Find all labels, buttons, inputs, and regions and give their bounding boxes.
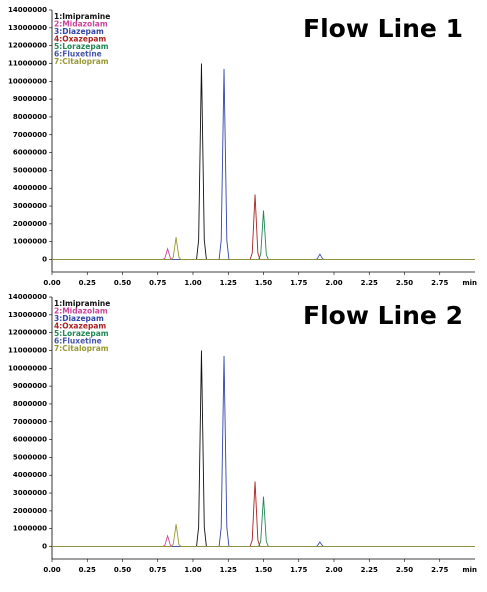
legend-entry: 3:Diazepam xyxy=(54,314,104,323)
x-tick-label: 2.50 xyxy=(396,279,413,287)
x-tick-label: 0.00 xyxy=(43,279,60,287)
legend-entry: 7:Citalopram xyxy=(54,57,109,66)
y-tick-label: 5000000 xyxy=(13,453,47,461)
y-tick-label: 8000000 xyxy=(13,400,47,408)
series-line xyxy=(52,253,475,260)
legend-entry: 4:Oxazepam xyxy=(54,35,106,44)
x-tick-label: 0.75 xyxy=(149,566,166,574)
x-tick-label: 1.50 xyxy=(255,566,272,574)
series-line xyxy=(52,194,475,260)
y-tick-label: 13000000 xyxy=(8,311,47,319)
y-tick-label: 11000000 xyxy=(8,346,47,354)
x-tick-label: 2.50 xyxy=(396,566,413,574)
x-tick-label: 2.00 xyxy=(325,279,342,287)
x-tick-label: 2.75 xyxy=(431,566,448,574)
x-tick-label: 0.50 xyxy=(114,279,131,287)
y-tick-label: 3000000 xyxy=(13,489,47,497)
y-tick-label: 2000000 xyxy=(13,220,47,228)
x-tick-label: 2.00 xyxy=(325,566,342,574)
y-tick-label: 9000000 xyxy=(13,382,47,390)
y-tick-label: 4000000 xyxy=(13,184,47,192)
series-line xyxy=(52,541,475,547)
y-tick-label: 7000000 xyxy=(13,418,47,426)
y-tick-label: 12000000 xyxy=(8,42,47,50)
chart-title: Flow Line 1 xyxy=(303,14,463,43)
y-tick-label: 12000000 xyxy=(8,329,47,337)
legend-entry: 1:Imipramine xyxy=(54,299,110,308)
y-tick-label: 9000000 xyxy=(13,95,47,103)
x-tick-label: 0.75 xyxy=(149,279,166,287)
series-line xyxy=(52,237,475,260)
y-tick-label: 10000000 xyxy=(8,364,47,372)
x-tick-label: 1.75 xyxy=(290,279,307,287)
y-tick-label: 3000000 xyxy=(13,202,47,210)
series-line xyxy=(52,496,475,547)
x-tick-label: 2.25 xyxy=(361,279,378,287)
y-tick-label: 5000000 xyxy=(13,166,47,174)
series-line xyxy=(52,63,475,260)
legend-entry: 5:Lorazepam xyxy=(54,329,109,338)
x-tick-label: 1.25 xyxy=(220,566,237,574)
x-tick-label: 1.00 xyxy=(184,279,201,287)
x-tick-label: 2.25 xyxy=(361,566,378,574)
y-tick-label: 11000000 xyxy=(8,59,47,67)
legend-entry: 7:Citalopram xyxy=(54,344,109,353)
series-line xyxy=(52,524,475,547)
series-line xyxy=(52,534,475,547)
series-line xyxy=(52,481,475,547)
y-tick-label: 14000000 xyxy=(8,6,47,14)
x-tick-label: 2.75 xyxy=(431,279,448,287)
y-tick-label: 2000000 xyxy=(13,507,47,515)
y-tick-label: 0 xyxy=(42,543,47,551)
y-tick-label: 7000000 xyxy=(13,131,47,139)
legend-entry: 3:Diazepam xyxy=(54,27,104,36)
x-tick-label: 1.25 xyxy=(220,279,237,287)
x-tick-label: 0.50 xyxy=(114,566,131,574)
legend-entry: 2:Midazolam xyxy=(54,20,108,29)
x-axis-label: min xyxy=(462,566,477,574)
legend-entry: 6:Fluxetine xyxy=(54,337,102,346)
y-tick-label: 13000000 xyxy=(8,24,47,32)
series-line xyxy=(52,247,475,260)
chart-title: Flow Line 2 xyxy=(303,301,463,330)
y-tick-label: 14000000 xyxy=(8,293,47,301)
x-tick-label: 0.25 xyxy=(79,566,96,574)
legend-entry: 4:Oxazepam xyxy=(54,322,106,331)
x-tick-label: 0.00 xyxy=(43,566,60,574)
legend-entry: 5:Lorazepam xyxy=(54,42,109,51)
legend-entry: 6:Fluxetine xyxy=(54,50,102,59)
series-line xyxy=(52,210,475,260)
y-tick-label: 1000000 xyxy=(13,525,47,533)
y-tick-label: 0 xyxy=(42,256,47,264)
series-line xyxy=(52,350,475,547)
x-tick-label: 1.50 xyxy=(255,279,272,287)
legend-entry: 1:Imipramine xyxy=(54,12,110,21)
y-tick-label: 6000000 xyxy=(13,149,47,157)
x-axis-label: min xyxy=(462,279,477,287)
series-line xyxy=(52,355,475,547)
x-tick-label: 1.75 xyxy=(290,566,307,574)
y-tick-label: 10000000 xyxy=(8,77,47,85)
y-tick-label: 1000000 xyxy=(13,238,47,246)
x-tick-label: 1.00 xyxy=(184,566,201,574)
legend-entry: 2:Midazolam xyxy=(54,307,108,316)
y-tick-label: 8000000 xyxy=(13,113,47,121)
y-tick-label: 4000000 xyxy=(13,471,47,479)
x-tick-label: 0.25 xyxy=(79,279,96,287)
y-tick-label: 6000000 xyxy=(13,436,47,444)
series-line xyxy=(52,68,475,260)
